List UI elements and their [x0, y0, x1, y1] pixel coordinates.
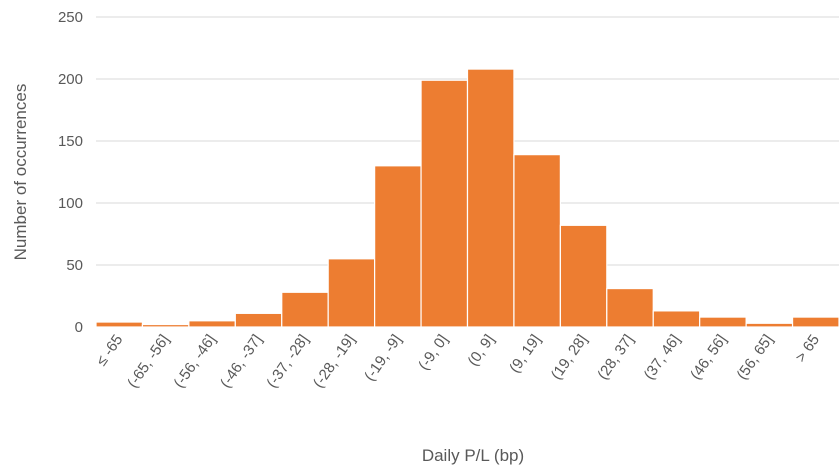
x-tick-label: (46, 56]: [687, 332, 730, 383]
histogram-bar: [95, 321, 144, 328]
x-tick-label: (0, 9]: [464, 332, 498, 370]
x-tick-label: (-28, -19]: [310, 332, 359, 392]
histogram-bar: [466, 68, 515, 328]
y-tick-label: 150: [58, 133, 83, 150]
x-tick-label: (9, 19]: [506, 332, 544, 377]
histogram-bar: [745, 322, 794, 328]
x-tick-label: (37, 46]: [641, 332, 684, 383]
x-tick-label: (56, 65]: [734, 332, 777, 383]
histogram-bar: [188, 320, 236, 328]
histogram-bar: [327, 258, 376, 328]
y-axis-title: Number of occurrences: [11, 84, 30, 261]
x-tick-label: ≤ -65: [93, 332, 126, 370]
histogram-bar: [420, 79, 469, 328]
x-tick-label: > 65: [792, 332, 823, 366]
histogram-bar: [374, 165, 422, 328]
x-tick-label: (-37, -28]: [263, 332, 312, 392]
bars: [95, 68, 839, 328]
y-tick-label: 100: [58, 195, 83, 212]
histogram-bar: [606, 287, 654, 328]
histogram-bar: [559, 224, 608, 328]
histogram-bar: [652, 310, 701, 328]
y-tick-label: 250: [58, 9, 83, 26]
y-tick-label: 50: [66, 257, 83, 274]
x-tick-label: (19, 28]: [548, 332, 591, 383]
x-tick-label: (28, 37]: [594, 332, 637, 383]
histogram-bar: [513, 154, 561, 328]
histogram-bar: [281, 291, 329, 328]
y-tick-label: 0: [75, 319, 83, 336]
histogram-bar: [141, 323, 190, 328]
x-tick-label: (-9, 0]: [415, 332, 451, 374]
y-axis-ticks: 0 50 100 150 200 250: [58, 9, 83, 336]
histogram-bar: [699, 316, 747, 328]
x-tick-label: (-46, -37]: [217, 332, 266, 392]
x-axis-ticks: ≤ -65(-65, -56](-56, -46](-46, -37](-37,…: [93, 332, 823, 392]
histogram-bar: [234, 312, 283, 328]
x-tick-label: (-65, -56]: [124, 332, 173, 392]
x-tick-label: (-19, -9]: [361, 332, 405, 385]
histogram-bar: [791, 316, 839, 328]
y-tick-label: 200: [58, 71, 83, 88]
x-tick-label: (-56, -46]: [171, 332, 220, 392]
x-axis-title: Daily P/L (bp): [422, 446, 524, 465]
